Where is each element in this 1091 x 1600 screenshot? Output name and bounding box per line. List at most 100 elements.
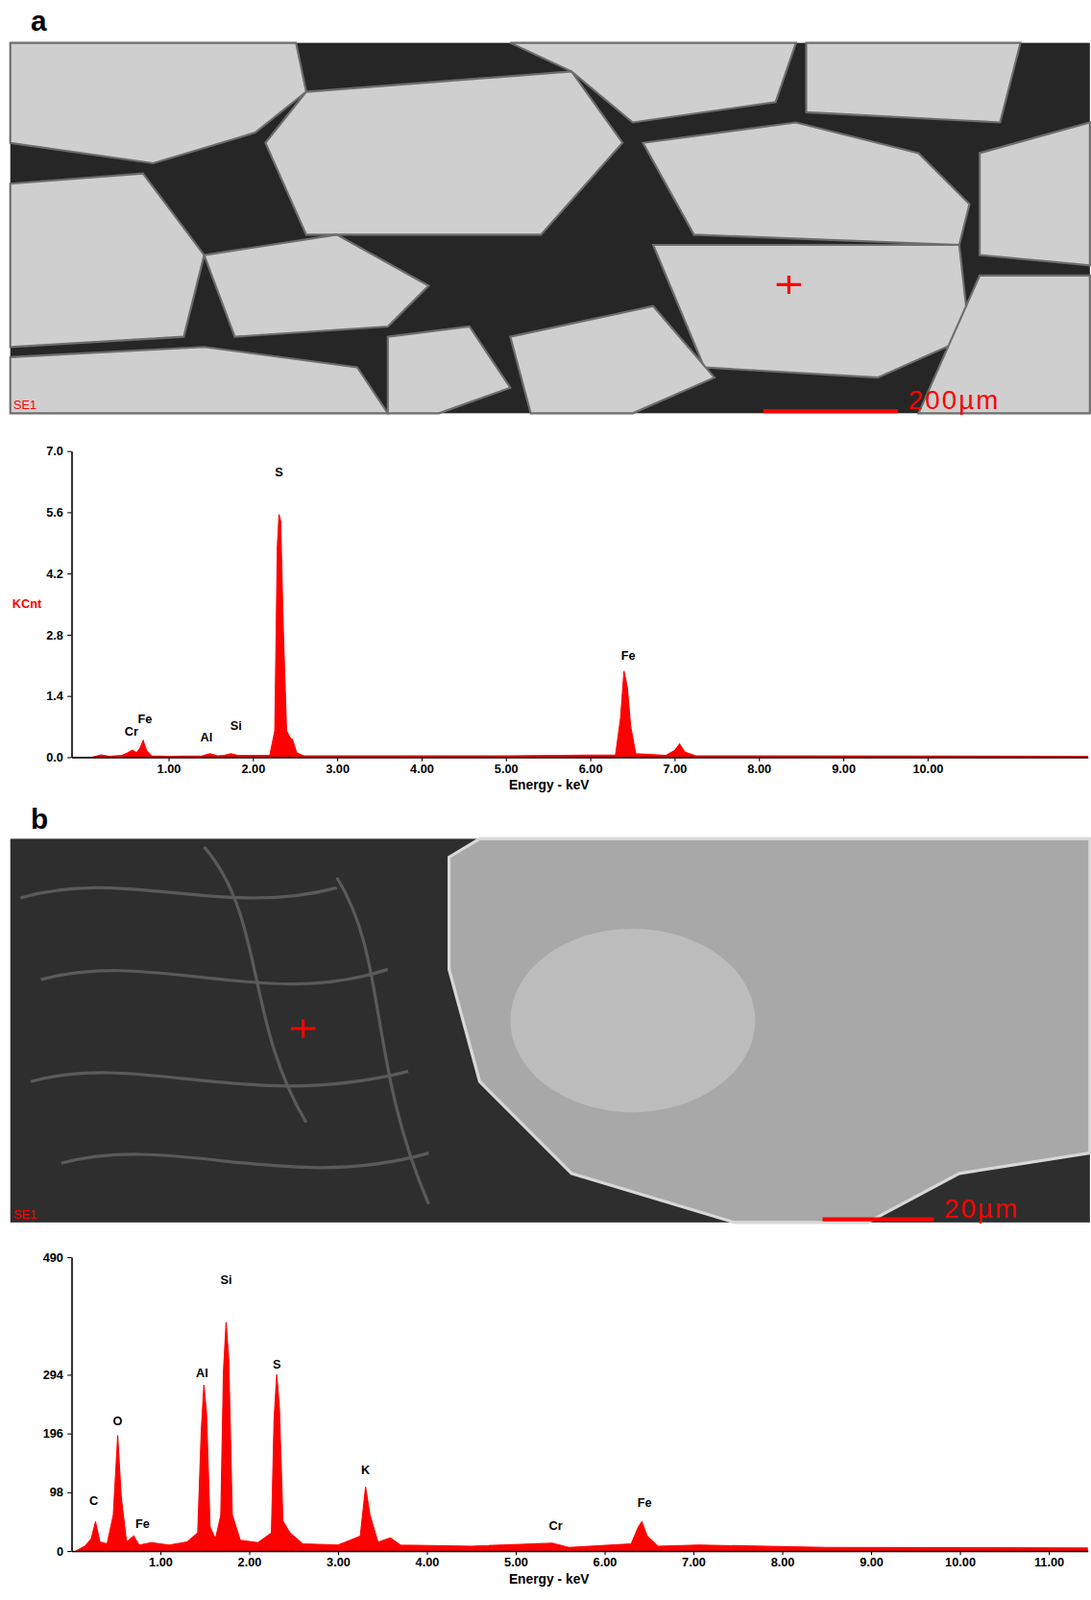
peak-label: Cr [549,1518,563,1533]
peak-label: Fe [621,648,636,663]
tick-label: 3.00 [326,1554,351,1570]
peak-label: Al [195,1365,209,1381]
peak-label: Si [219,1272,232,1287]
peak-label: O [113,1413,123,1429]
tick-mark [67,756,72,758]
axis: 0 98 196 294 490 [43,1250,73,1559]
mineral-grain [10,173,205,348]
axis: 1.002.003.004.005.006.007.008.009.0010.0… [72,1551,1089,1570]
clay-flake [337,877,430,1205]
axis-line [71,1258,73,1552]
panel: SE1 20µm b [10,802,1091,1224]
tick-label: 5.00 [494,761,519,776]
tick: 1.00 [157,756,182,776]
tick-label: 196 [43,1426,64,1441]
sem-image-background [10,838,1091,1223]
detector-label: SE1 [13,397,37,413]
axis-line [72,756,1089,759]
tick-label: 294 [43,1367,65,1382]
tick-mark [67,1492,72,1494]
clay-flake [204,847,307,1123]
peak-label: K [361,1462,371,1478]
tick-mark [67,573,72,575]
tick: 6.00 [579,756,604,776]
tick-label: 7.00 [663,761,688,776]
tick-label: 6.00 [593,1554,618,1570]
tick: 5.00 [494,756,519,776]
tick: 8.00 [771,1551,796,1570]
mineral-grain [449,838,1091,1223]
tick-mark [67,511,72,513]
plot-marks [75,1321,1089,1552]
tick-mark [67,696,72,698]
axis-line [71,451,73,758]
peak-label: Si [230,718,243,733]
tick-label: 1.00 [148,1554,173,1570]
tick-label: 2.8 [46,627,64,642]
mineral-grain [509,43,797,123]
tick-label: 11.00 [1034,1554,1065,1570]
tick-label: 10.00 [945,1554,976,1570]
tick-label: 2.00 [238,1554,263,1570]
panel-letter: a [30,4,48,37]
scale-bar-label: 20µm [944,1193,1019,1224]
tick-label: 0 [56,1544,64,1559]
detector-label: SE1 [13,1207,37,1222]
tick-label: 10.00 [912,761,944,776]
tick: 98 [49,1484,73,1500]
mineral-grain [805,43,1020,123]
tick: 2.00 [238,1551,263,1570]
tick: 9.00 [859,1551,884,1570]
panel: SE1 200µm a [10,4,1091,415]
peak-label: Fe [637,1495,653,1510]
mineral-grain [10,346,388,413]
tick: 10.00 [912,756,944,776]
tick-label: 490 [43,1250,64,1265]
tick-label: 2.00 [241,761,266,776]
axis: 0.0 1.4 2.8 4.2 5.6 7.0 [46,443,73,765]
panel-letter: b [30,802,49,835]
tick-mark [67,1433,72,1435]
peak-label: Fe [137,711,152,727]
tick: 5.6 [46,505,72,520]
clay-flake [20,887,337,898]
tick: 6.00 [593,1551,618,1570]
peak-label: Cr [124,724,139,739]
tick-label: 0.0 [46,750,64,765]
tick-label: 9.00 [859,1554,884,1570]
analysis-spot [776,275,802,294]
tick: 7.0 [46,443,72,459]
scale-bar-label: 200µm [908,385,1001,415]
mineral-grain [509,306,715,414]
axis-line [72,1551,1089,1553]
mineral-grain [387,326,511,413]
tick-label: 5.00 [504,1554,529,1570]
x-axis-title: Energy - keV [509,776,590,793]
mineral-grain [10,43,307,164]
spectrum [75,1321,1089,1552]
tick-mark [67,451,72,453]
tick: 5.00 [504,1551,529,1570]
tick-label: 98 [49,1484,64,1500]
tick: 11.00 [1034,1551,1065,1570]
tick-mark [67,1257,72,1259]
tick: 3.00 [325,756,350,776]
tick: 0 [56,1544,73,1559]
tick: 2.00 [241,756,266,776]
figure: SE1200µmaSE120µmb1.002.003.004.005.006.0… [0,0,1091,1600]
scale-bar [822,1217,934,1222]
chart: 1.002.003.004.005.006.007.008.009.0010.0… [12,443,1089,793]
peak-label: S [274,464,284,480]
tick: 4.2 [46,566,72,582]
tick-label: 4.2 [46,566,64,582]
tick-label: 1.00 [157,761,182,776]
tick-label: 7.00 [681,1554,706,1570]
peak-label: C [89,1493,98,1508]
figure-svg: SE1200µmaSE120µmb1.002.003.004.005.006.0… [0,0,1091,1600]
peak-label: Al [200,729,214,745]
tick-label: 9.00 [831,761,856,776]
axis: 1.002.003.004.005.006.007.008.009.0010.0… [72,756,1089,776]
tick-label: 8.00 [771,1554,796,1570]
tick: 1.4 [46,688,72,704]
mineral-grain [265,71,623,235]
